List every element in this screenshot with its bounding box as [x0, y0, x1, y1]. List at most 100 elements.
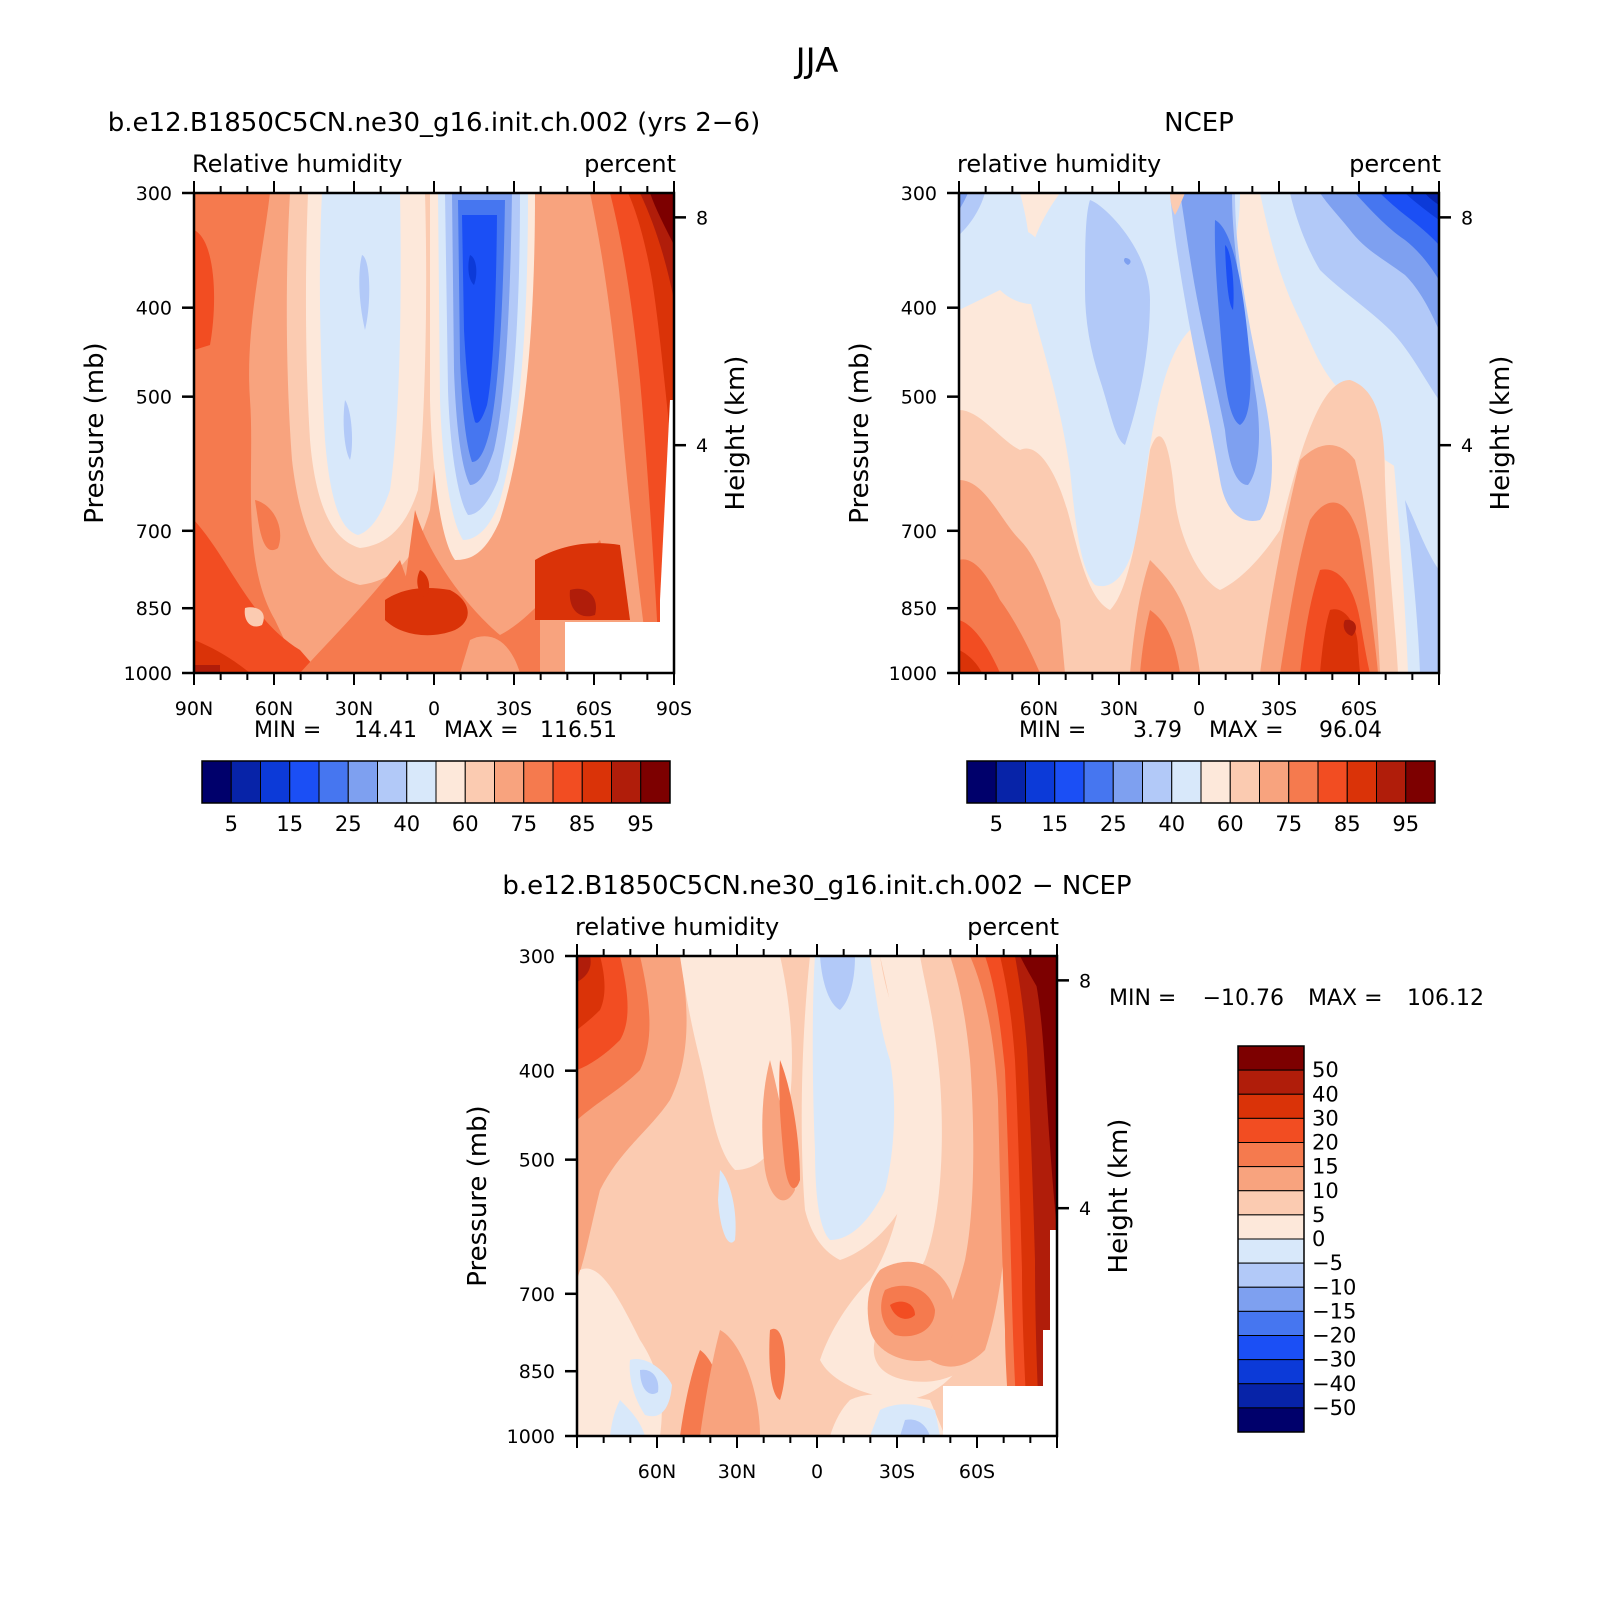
- colorbar-label: −30: [1312, 1348, 1356, 1372]
- colorbar-box: [611, 760, 642, 804]
- contour-field: [577, 956, 1057, 1436]
- stat-max-label: MAX =: [1209, 718, 1284, 743]
- colorbar-box: [1237, 1238, 1305, 1264]
- colorbar-box: [1237, 1166, 1305, 1192]
- y-tick-label: 400: [136, 298, 172, 320]
- y-ticks: 300 400 500 700 850 1000 8 4: [507, 946, 1091, 1448]
- colorbar-box: [1054, 760, 1085, 804]
- colorbar-box: [995, 760, 1026, 804]
- colorbar-box: [1142, 760, 1173, 804]
- x-tick-label: 30S: [879, 1461, 915, 1483]
- y-tick-label: 400: [901, 298, 937, 320]
- x-tick-label: 30N: [718, 1461, 756, 1483]
- y2-tick-label: 4: [1461, 435, 1473, 457]
- y-tick-label: 1000: [507, 1426, 555, 1448]
- y-tick-label: 1000: [889, 663, 937, 685]
- colorbar-box: [230, 760, 261, 804]
- x-tick-label: 60N: [255, 698, 293, 720]
- x-ticks: 90N 60N 30N 0 30S 60S 90S: [175, 181, 692, 720]
- colorbar-label: 75: [510, 812, 537, 836]
- colorbar-box: [1317, 760, 1348, 804]
- colorbar-box: [289, 760, 320, 804]
- colorbar-box: [1376, 760, 1407, 804]
- x-tick-label: 90N: [175, 698, 213, 720]
- y-ticks: 300 400 500 700 850 1000 8 4: [889, 183, 1473, 685]
- stat-min-value: 14.41: [354, 718, 417, 743]
- stat-min-label: MIN =: [254, 718, 321, 743]
- x-tick-label: 60S: [1341, 698, 1377, 720]
- y-tick-label: 500: [136, 387, 172, 409]
- colorbar-box: [1237, 1383, 1305, 1409]
- y-tick-label: 1000: [124, 663, 172, 685]
- colorbar: 5 15 25 40 60 75 85 95: [201, 760, 671, 836]
- colorbar-box: [966, 760, 997, 804]
- x-tick-label: 60S: [576, 698, 612, 720]
- panel-model: b.e12.B1850C5CN.ne30_g16.init.ch.002 (yr…: [80, 108, 760, 836]
- colorbar-label: 30: [1312, 1106, 1339, 1130]
- stat-max-value: 96.04: [1319, 718, 1382, 743]
- colorbar-label: 40: [1158, 812, 1185, 836]
- x-tick-label: 30N: [335, 698, 373, 720]
- colorbar-label: −5: [1312, 1251, 1343, 1275]
- stat-max-value: 106.12: [1407, 986, 1484, 1011]
- stat-max-label: MAX =: [1308, 986, 1383, 1011]
- colorbar-box: [1405, 760, 1436, 804]
- colorbar-label: −15: [1312, 1299, 1356, 1323]
- colorbar-label: −50: [1312, 1396, 1356, 1420]
- y-axis-label: Pressure (mb): [845, 342, 875, 523]
- colorbar-label: 60: [452, 812, 479, 836]
- colorbar-label: 15: [276, 812, 303, 836]
- colorbar-label: 85: [569, 812, 596, 836]
- y2-axis-label: Height (km): [1104, 1119, 1134, 1274]
- colorbar-label: 25: [1100, 812, 1127, 836]
- right-string: percent: [1349, 150, 1441, 178]
- colorbar-label: 75: [1275, 812, 1302, 836]
- colorbar-label: 5: [990, 812, 1003, 836]
- colorbar-box: [1237, 1310, 1305, 1336]
- y-tick-label: 850: [901, 598, 937, 620]
- colorbar-box: [201, 760, 232, 804]
- colorbar-label: 85: [1334, 812, 1361, 836]
- y2-axis-label: Height (km): [721, 356, 751, 511]
- y2-tick-label: 8: [1079, 970, 1091, 992]
- panel-title: NCEP: [1164, 108, 1234, 138]
- colorbar-box: [1237, 1286, 1305, 1312]
- left-string: relative humidity: [575, 913, 779, 941]
- colorbar-box: [1237, 1335, 1305, 1361]
- y-ticks: 300 400 500 700 850 1000 8 4: [124, 183, 708, 685]
- y-tick-label: 300: [901, 183, 937, 205]
- colorbar-box: [1237, 1069, 1305, 1095]
- y-tick-label: 500: [519, 1150, 555, 1172]
- colorbar-box: [1229, 760, 1260, 804]
- colorbar-box: [640, 760, 671, 804]
- x-ticks: 60N 30N 0 30S 60S: [958, 181, 1440, 720]
- left-string: Relative humidity: [192, 150, 402, 178]
- colorbar: 5 15 25 40 60 75 85 95: [966, 760, 1436, 836]
- panel-title: b.e12.B1850C5CN.ne30_g16.init.ch.002 (yr…: [108, 108, 760, 138]
- y-tick-label: 700: [136, 521, 172, 543]
- stat-min-value: 3.79: [1133, 718, 1182, 743]
- colorbar-box: [1083, 760, 1114, 804]
- y2-tick-label: 4: [1079, 1198, 1091, 1220]
- colorbar-box: [260, 760, 291, 804]
- figure-title: JJA: [794, 41, 839, 81]
- y-tick-label: 400: [519, 1061, 555, 1083]
- colorbar-label: 60: [1217, 812, 1244, 836]
- stat-min-value: −10.76: [1203, 986, 1284, 1011]
- colorbar-box: [1237, 1262, 1305, 1288]
- right-string: percent: [584, 150, 676, 178]
- contour-field: [959, 193, 1439, 673]
- colorbar-box: [1288, 760, 1319, 804]
- right-string: percent: [967, 913, 1059, 941]
- colorbar-box: [1171, 760, 1202, 804]
- x-tick-label: 0: [1193, 698, 1205, 720]
- y-tick-label: 700: [901, 521, 937, 543]
- colorbar-box: [1237, 1214, 1305, 1240]
- colorbar-label: 25: [335, 812, 362, 836]
- y2-tick-label: 8: [1461, 207, 1473, 229]
- x-tick-label: 60N: [1020, 698, 1058, 720]
- colorbar-label: 95: [1392, 812, 1419, 836]
- colorbar-label: 15: [1041, 812, 1068, 836]
